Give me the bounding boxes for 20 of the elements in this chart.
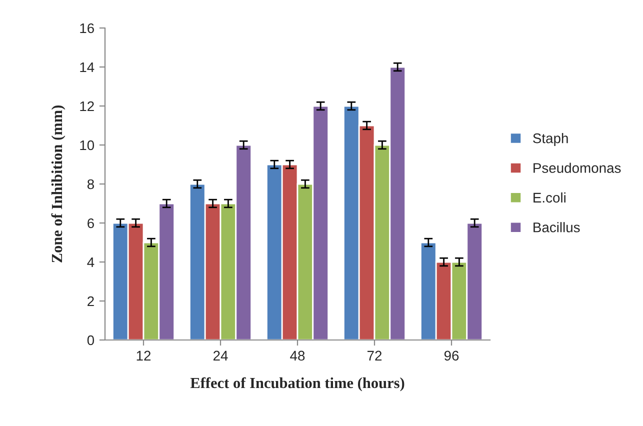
x-axis-title: Effect of Incubation time (hours) [190, 377, 404, 392]
y-tick-label: 14 [80, 62, 94, 72]
x-tick-label: 12 [136, 350, 151, 360]
x-tick-label: 72 [367, 350, 382, 360]
y-tick-label: 8 [87, 179, 94, 190]
legend-label: E.coli [534, 192, 566, 203]
y-tick-label: 0 [87, 335, 94, 346]
y-tick-label: 12 [80, 101, 94, 112]
legend-label: Bacillus [534, 222, 580, 232]
y-tick-label: 4 [87, 257, 94, 268]
y-tick-label: 6 [88, 218, 94, 228]
y-tick-label: 16 [80, 23, 94, 34]
y-axis-title: Zone of Inhibition (mm) [51, 106, 66, 262]
y-tick-label: 2 [88, 296, 94, 306]
x-tick-label: 24 [213, 350, 228, 360]
x-tick-label: 96 [444, 350, 459, 361]
y-tick-label: 10 [80, 140, 94, 150]
legend-label: Pseudomonas [534, 162, 621, 173]
x-tick-label: 48 [290, 350, 305, 361]
legend-label: Staph [533, 133, 568, 146]
